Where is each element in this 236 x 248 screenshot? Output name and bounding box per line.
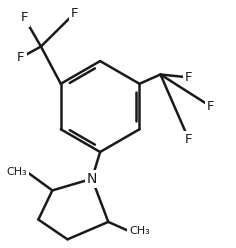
Text: F: F bbox=[185, 133, 192, 146]
Text: CH₃: CH₃ bbox=[6, 167, 27, 177]
Text: F: F bbox=[207, 100, 215, 113]
Text: F: F bbox=[17, 51, 25, 64]
Text: CH₃: CH₃ bbox=[129, 226, 150, 236]
Text: F: F bbox=[185, 71, 192, 84]
Text: F: F bbox=[71, 7, 78, 20]
Text: F: F bbox=[21, 11, 28, 25]
Text: N: N bbox=[87, 172, 97, 186]
